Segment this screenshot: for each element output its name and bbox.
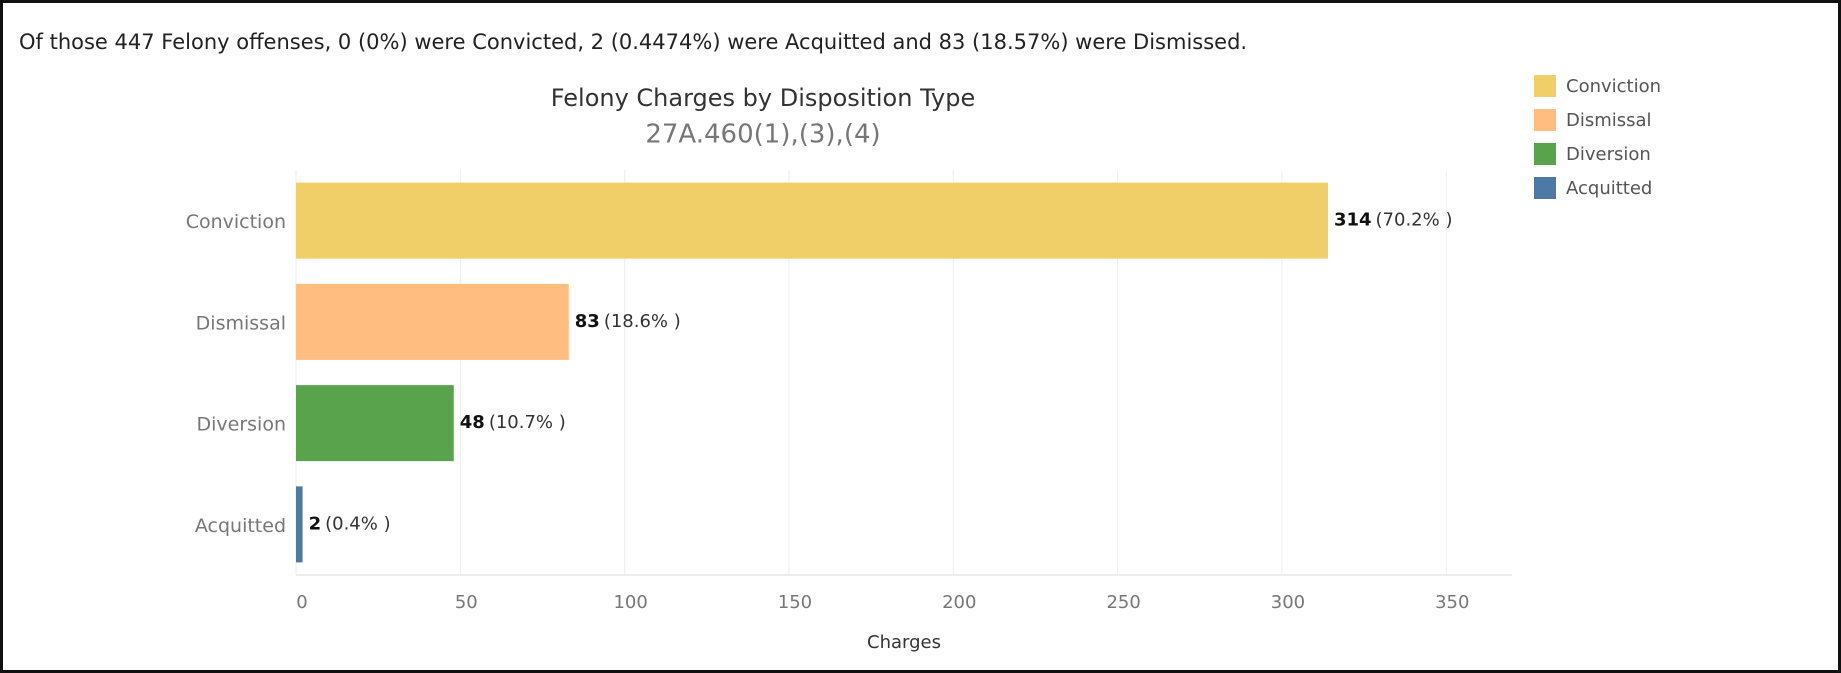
legend-swatch (1534, 143, 1556, 165)
legend-swatch (1534, 177, 1556, 199)
data-percent: (10.7% ) (489, 412, 566, 433)
x-tick-label: 200 (942, 592, 976, 613)
data-value: 314 (1334, 210, 1372, 231)
legend-label: Diversion (1566, 144, 1651, 165)
y-tick-label: Conviction (186, 211, 286, 233)
header: Of those 447 Felony offenses, 0 (0%) wer… (19, 30, 1247, 54)
x-tick-label: 150 (778, 592, 812, 613)
data-label: 2 (0.4% ) (309, 513, 391, 534)
x-tick-label: 100 (613, 592, 647, 613)
chart-subtitle: 27A.460(1),(3),(4) (645, 120, 880, 150)
y-tick-label: Dismissal (196, 312, 286, 334)
data-label: 83 (18.6% ) (575, 311, 681, 332)
bar (296, 283, 569, 360)
bar (296, 385, 454, 462)
legend-swatch (1534, 75, 1556, 97)
legend-label: Acquitted (1566, 178, 1652, 199)
x-tick-label: 50 (455, 592, 478, 613)
data-value: 48 (460, 412, 485, 433)
chart-title: Felony Charges by Disposition Type (551, 84, 975, 112)
data-percent: (0.4% ) (325, 513, 391, 534)
y-tick-label: Diversion (197, 414, 287, 436)
y-tick-label: Acquitted (195, 515, 286, 537)
bar (296, 182, 1328, 259)
x-tick-label: 350 (1435, 592, 1469, 613)
x-axis-title: Charges (867, 632, 941, 653)
data-label: 48 (10.7% ) (460, 412, 566, 433)
data-percent: (70.2% ) (1376, 210, 1453, 231)
data-value: 2 (309, 513, 322, 534)
x-tick-label: 250 (1106, 592, 1140, 613)
bar (296, 486, 303, 563)
x-tick-label: 0 (296, 592, 307, 613)
data-percent: (18.6% ) (604, 311, 681, 332)
legend-label: Dismissal (1566, 110, 1652, 131)
legend-swatch (1534, 109, 1556, 131)
x-tick-label: 300 (1271, 592, 1305, 613)
data-label: 314 (70.2% ) (1334, 210, 1453, 231)
legend-label: Conviction (1566, 76, 1661, 97)
data-value: 83 (575, 311, 600, 332)
